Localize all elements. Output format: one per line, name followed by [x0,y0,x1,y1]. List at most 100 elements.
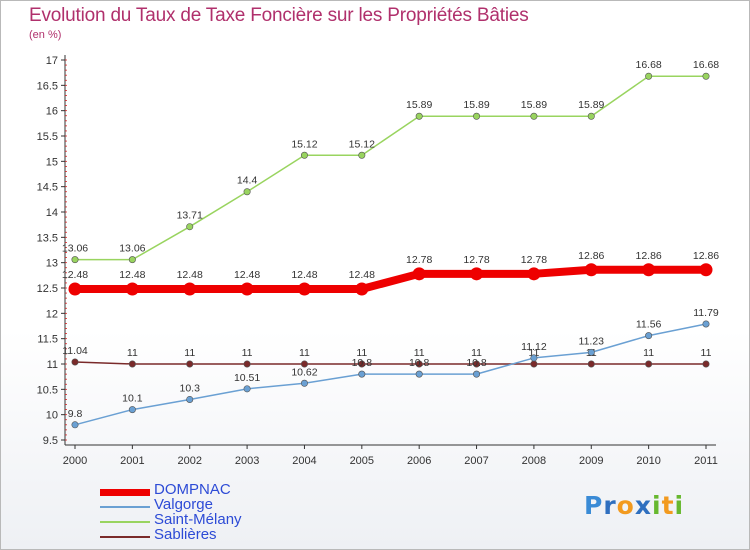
data-point [473,112,481,120]
series-line-saint-mélany [74,75,707,261]
data-label: 11 [471,347,482,359]
legend-item: Saint-Mélany [100,511,300,529]
data-label: 10.51 [234,372,260,384]
series-line-valgorge [74,323,707,426]
data-point [128,360,136,368]
data-point [300,360,308,368]
data-label: 12.78 [521,254,547,266]
legend-item: DOMPNAC [100,481,300,499]
legend-label: Valgorge [154,496,213,513]
data-label: 12.48 [349,269,375,281]
data-point [415,112,423,120]
data-label: 12.48 [177,269,203,281]
chart-title: Evolution du Taux de Taxe Foncière sur l… [29,5,529,26]
data-label: 11 [299,347,310,359]
data-point [183,282,197,296]
logo-letter: r [603,491,617,520]
data-point [358,360,366,368]
data-label: 12.48 [291,269,317,281]
y-tick-label: 11.5 [37,334,58,346]
data-label: 15.12 [291,138,317,150]
data-label: 12.48 [119,269,145,281]
data-label: 11.04 [62,345,88,357]
data-label: 11.56 [636,319,662,331]
data-point [473,360,481,368]
y-tick-label: 12.5 [37,283,58,295]
data-label: 13.06 [62,243,88,255]
logo-letter: i [652,491,662,520]
data-point [530,112,538,120]
data-label: 15.89 [578,99,604,111]
legend-swatch [100,488,150,496]
data-point [186,395,194,403]
data-point [584,263,598,277]
chart-unit-label: (en %) [29,29,62,41]
data-label: 14.4 [237,175,258,187]
data-point [297,282,311,296]
data-point [71,256,79,264]
data-point [128,406,136,414]
logo-letter: x [634,491,652,520]
data-label: 16.68 [635,59,661,71]
data-point [530,354,538,362]
x-tick-label: 2007 [464,455,488,467]
data-label: 11.12 [521,341,547,353]
data-point [645,360,653,368]
data-point [530,360,538,368]
x-tick-label: 2006 [407,455,431,467]
x-tick-label: 2010 [636,455,660,467]
y-tick-label: 11 [47,359,58,371]
data-point [699,263,713,277]
data-label: 12.86 [578,250,604,262]
data-point [186,360,194,368]
legend-swatch [100,521,150,523]
y-tick-label: 15.5 [37,131,58,143]
data-label: 11 [356,347,367,359]
y-tick-label: 10.5 [37,384,58,396]
data-point [358,151,366,159]
data-label: 12.86 [635,250,661,262]
data-label: 11 [701,347,712,359]
logo-letter: i [674,491,685,520]
data-label: 12.48 [62,269,88,281]
y-tick-label: 9.5 [43,435,58,447]
data-point [300,151,308,159]
data-point [645,72,653,80]
legend-item: Valgorge [100,496,300,514]
y-tick-label: 14.5 [37,182,58,194]
data-label: 11 [643,347,654,359]
data-point [243,360,251,368]
data-point [355,282,369,296]
x-tick-label: 2009 [579,455,603,467]
data-label: 16.68 [693,59,719,71]
data-label: 11 [242,347,253,359]
data-point [587,348,595,356]
data-point [68,282,82,296]
data-label: 13.06 [119,243,145,255]
chart-legend: DOMPNAC Valgorge Saint-Mélany Sablières [100,481,300,544]
data-point [71,358,79,366]
x-tick-label: 2000 [63,455,87,467]
y-tick-label: 10 [46,410,58,422]
data-point [645,332,653,340]
data-label: 11.23 [579,335,605,347]
data-point [128,256,136,264]
data-point [527,267,541,281]
data-label: 11 [127,347,138,359]
data-label: 10.1 [122,393,143,405]
data-point [473,370,481,378]
data-point [470,267,484,281]
logo-letter: o [616,491,635,520]
proxiti-logo: Proxiti [584,491,684,520]
data-label: 12.78 [463,254,489,266]
data-label: 10.3 [180,382,201,394]
x-tick-label: 2011 [694,455,718,467]
data-label: 15.12 [349,138,375,150]
data-point [702,360,710,368]
logo-letter: t [661,491,675,520]
y-tick-label: 12 [46,308,58,320]
data-point [415,370,423,378]
legend-label: DOMPNAC [154,481,231,498]
x-tick-label: 2003 [235,455,259,467]
